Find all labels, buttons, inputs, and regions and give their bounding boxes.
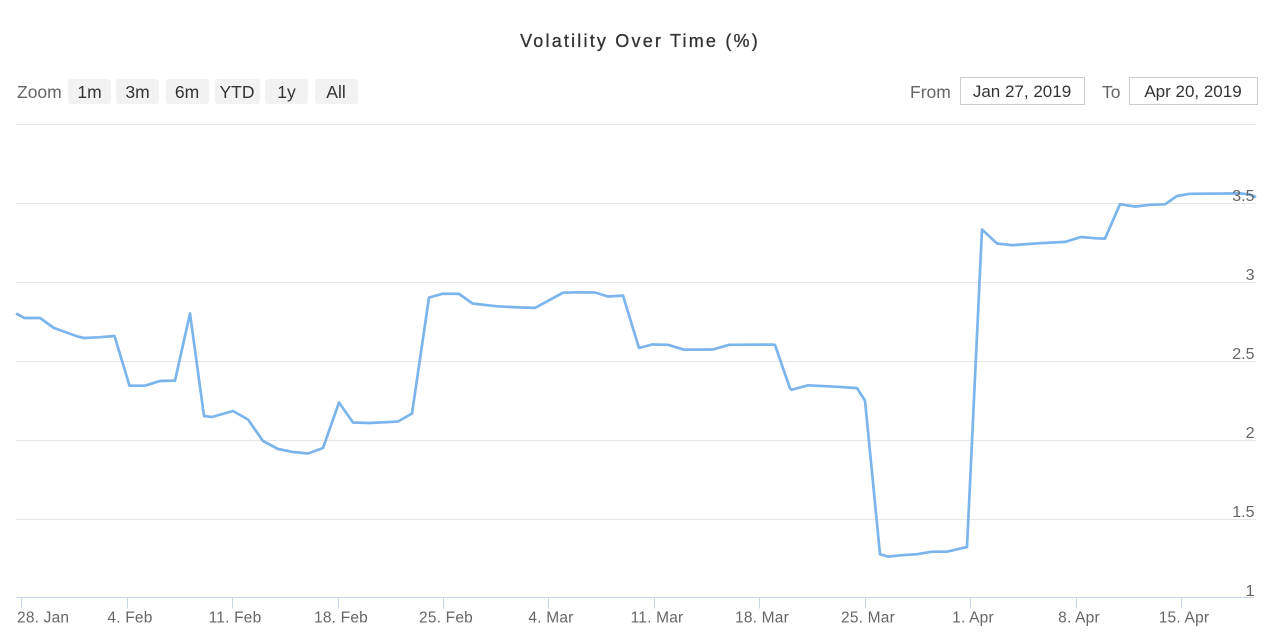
svg-text:18. Mar: 18. Mar [735,610,789,627]
svg-text:4. Mar: 4. Mar [528,610,573,627]
svg-text:18. Feb: 18. Feb [314,610,368,627]
svg-text:8. Apr: 8. Apr [1058,610,1100,627]
svg-text:3: 3 [1246,267,1255,284]
svg-text:11. Mar: 11. Mar [631,610,684,627]
svg-text:15. Apr: 15. Apr [1159,610,1210,627]
svg-text:11. Feb: 11. Feb [209,610,262,627]
svg-text:2: 2 [1246,425,1255,442]
svg-text:2.5: 2.5 [1232,346,1254,363]
svg-text:1: 1 [1246,583,1255,600]
svg-text:28. Jan: 28. Jan [17,610,69,627]
svg-text:25. Feb: 25. Feb [419,610,473,627]
svg-text:1.5: 1.5 [1232,504,1254,521]
svg-text:4. Feb: 4. Feb [107,610,152,627]
svg-text:25. Mar: 25. Mar [841,610,895,627]
svg-text:1. Apr: 1. Apr [952,610,994,627]
svg-text:3.5: 3.5 [1232,188,1254,205]
